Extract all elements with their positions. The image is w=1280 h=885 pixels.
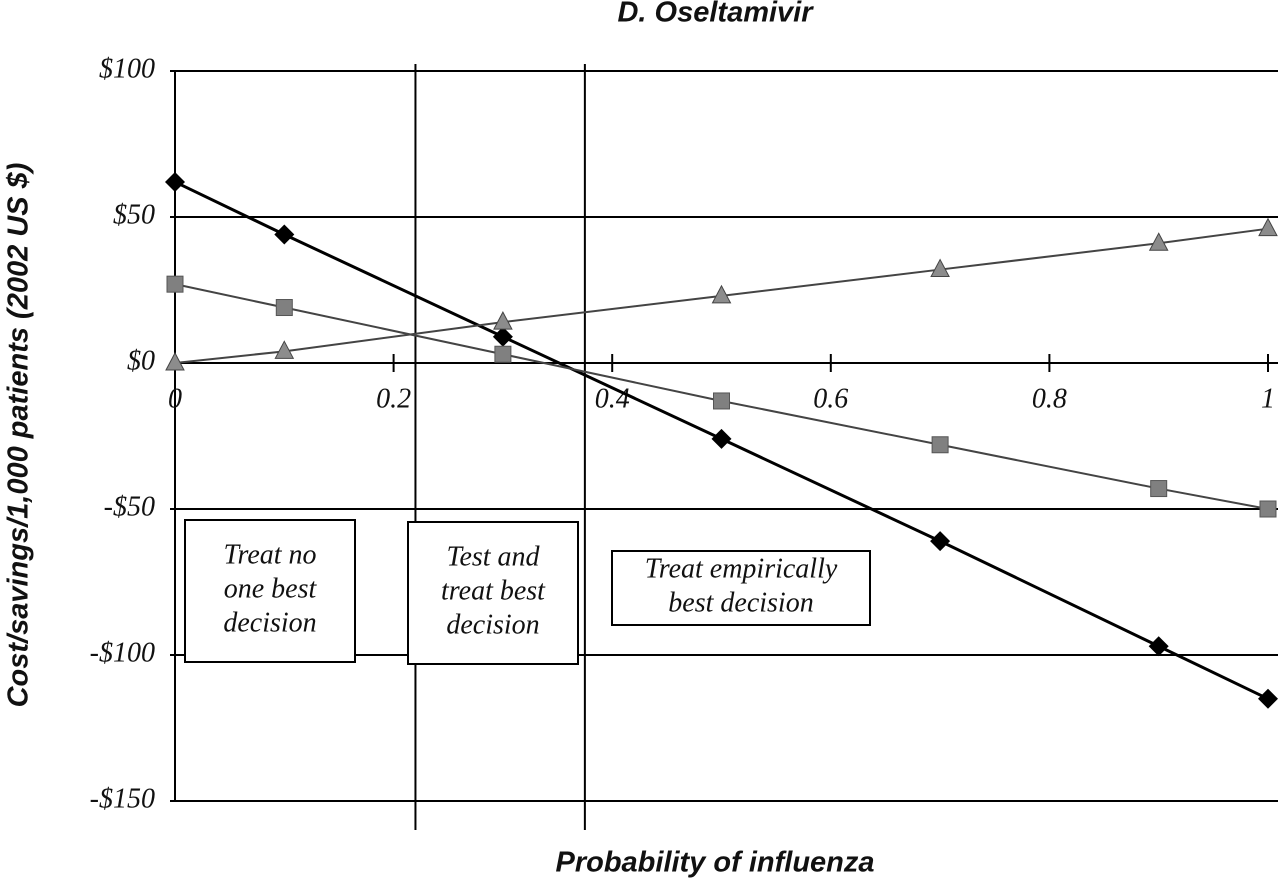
x-axis-label: Probability of influenza [555,847,874,879]
diamond-marker [930,531,951,552]
annotation-box [184,519,356,663]
annotation-text: treat best [441,575,546,606]
diamond-marker [165,171,185,192]
y-tick-label: -$100 [90,637,155,668]
square-marker [275,299,293,317]
square-marker [166,275,184,293]
x-tick-label: 0.6 [813,383,848,414]
x-tick-label: 1 [1261,383,1275,414]
diamond-marker [492,326,513,347]
square-marker [1150,480,1168,498]
triangle-marker [1148,232,1169,251]
triangle-marker [493,311,513,330]
annotation-text: decision [223,607,316,638]
x-tick-label: 0.2 [376,383,411,414]
chart-title: D. Oseltamivir [617,0,814,29]
annotation-box [611,550,871,626]
annotation-box [407,521,579,665]
y-tick-label: $100 [99,53,155,84]
annotation-text: Treat empirically [645,553,838,584]
diamond-marker [1148,636,1169,657]
diamond-marker [711,428,732,449]
y-tick-label: $50 [113,199,155,230]
square-marker [494,345,512,363]
y-tick-label: -$50 [104,491,155,522]
triangle-marker [711,284,732,304]
x-tick-label: 0 [168,383,182,414]
triangle-marker [165,351,185,371]
annotation-text: Treat no [223,539,316,570]
annotation-text: decision [446,609,539,640]
x-tick-label: 0.8 [1032,383,1067,414]
annotation-text: best decision [668,587,813,618]
square-marker [931,436,949,454]
y-axis-label: Cost/savings/1,000 patients (2002 US $) [3,163,35,708]
triangle-marker [930,258,950,278]
annotation-text: Test and [446,541,540,572]
annotation-text: one best [224,573,318,604]
y-tick-label: -$150 [90,783,155,814]
y-tick-label: $0 [127,345,155,376]
square-marker [713,392,730,410]
diamond-marker [1258,688,1278,709]
triangle-marker [274,340,295,359]
diamond-marker [274,224,295,245]
square-marker [1259,500,1277,518]
triangle-marker [1258,217,1278,237]
